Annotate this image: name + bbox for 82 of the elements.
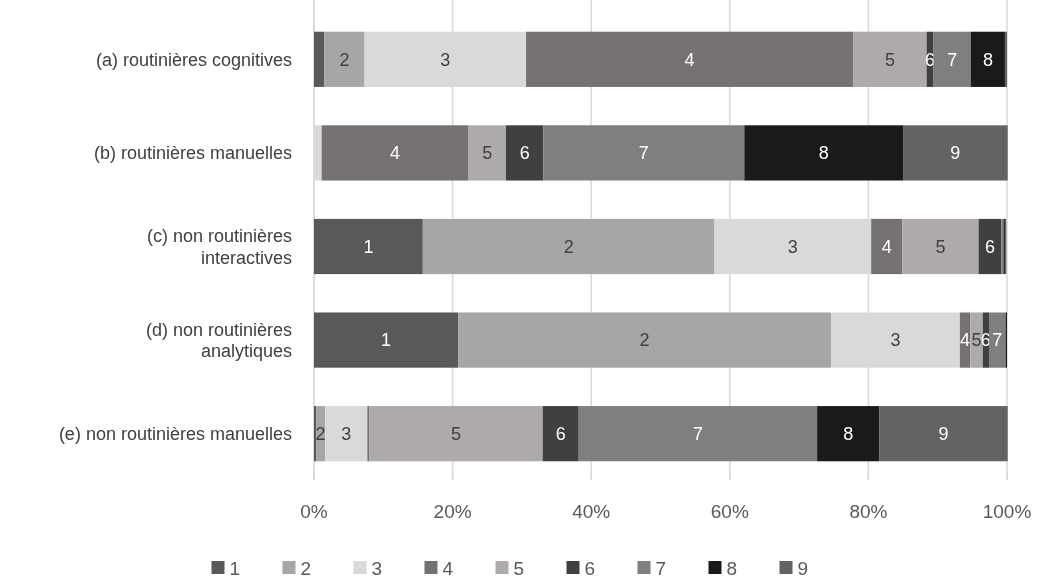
bar: [933, 31, 971, 87]
legend-label: 5: [513, 557, 525, 578]
text: 3: [890, 330, 901, 351]
bar: [468, 125, 506, 181]
text: 6: [985, 236, 996, 257]
text: 8: [818, 143, 829, 164]
text: 5: [451, 423, 462, 444]
bar: [314, 218, 423, 275]
text: 2: [315, 423, 326, 444]
bar: [314, 31, 325, 87]
text: 4: [684, 49, 695, 70]
text: 3: [440, 49, 451, 70]
legend-label: 2: [300, 557, 312, 578]
text: 3: [341, 423, 352, 444]
legend-label: 9: [797, 557, 809, 578]
text: 6: [555, 423, 566, 444]
bar: [325, 406, 368, 462]
bar: [505, 125, 544, 181]
bar: [817, 406, 880, 462]
text: 4: [390, 143, 401, 164]
legend-label: 3: [371, 557, 383, 578]
bar: [903, 125, 1008, 181]
y-tick-label: (d) non routinières analytiques: [145, 319, 292, 362]
bar: [543, 125, 745, 181]
y-tick-label: (a) routinières cognitives: [95, 49, 292, 70]
x-tick-label: 20%: [433, 500, 472, 522]
text: 7: [947, 49, 958, 70]
x-tick-label: 0%: [300, 500, 328, 522]
bar: [1004, 31, 1007, 87]
bar: [902, 218, 979, 275]
legend-label: 4: [442, 557, 454, 578]
legend-label: 6: [584, 557, 596, 578]
legend-label: 8: [726, 557, 738, 578]
legend-label: 1: [229, 557, 241, 578]
bar: [578, 406, 818, 462]
bar: [879, 406, 1008, 462]
bar: [458, 312, 831, 368]
text: 4: [881, 236, 892, 257]
bar: [422, 218, 715, 275]
text: 9: [938, 423, 949, 444]
legend-label: 7: [655, 557, 667, 578]
x-tick-label: 80%: [849, 500, 888, 522]
bar: [970, 31, 1005, 87]
bar: [369, 406, 543, 462]
text: 5: [935, 236, 946, 257]
bar: [978, 218, 1002, 275]
text: 8: [843, 423, 854, 444]
bar: [314, 406, 317, 462]
x-tick-label: 40%: [572, 500, 611, 522]
bar: [314, 312, 459, 368]
bar: [324, 31, 365, 87]
text: 2: [339, 49, 350, 70]
text: 7: [638, 143, 649, 164]
text: 6: [519, 143, 530, 164]
text: 2: [639, 330, 650, 351]
text: 8: [982, 49, 993, 70]
y-tick-label: (c) non routinières interactives: [146, 226, 292, 268]
bar: [744, 125, 904, 181]
text: 5: [971, 330, 982, 351]
x-tick-label: 100%: [982, 500, 1032, 522]
bar: [988, 312, 1006, 368]
text: 9: [950, 143, 961, 164]
text: 1: [363, 236, 374, 257]
text: 7: [992, 330, 1003, 351]
bar: [542, 406, 579, 462]
y-tick-label: (b) routinières manuelles: [93, 143, 292, 164]
bar: [970, 312, 983, 368]
text: 5: [884, 49, 895, 70]
text: 4: [960, 330, 971, 351]
text: 7: [692, 423, 703, 444]
text: 3: [787, 236, 798, 257]
text: 2: [563, 236, 574, 257]
y-tick-label: (e) non routinières manuelles: [58, 423, 292, 444]
bar: [526, 31, 854, 87]
bar: [321, 125, 469, 181]
bar: [871, 218, 903, 275]
text: 1: [381, 330, 392, 351]
x-tick-label: 60%: [710, 500, 749, 522]
text: 6: [925, 49, 936, 70]
bar: [853, 31, 927, 87]
text: 5: [482, 143, 493, 164]
bar: [367, 406, 370, 462]
